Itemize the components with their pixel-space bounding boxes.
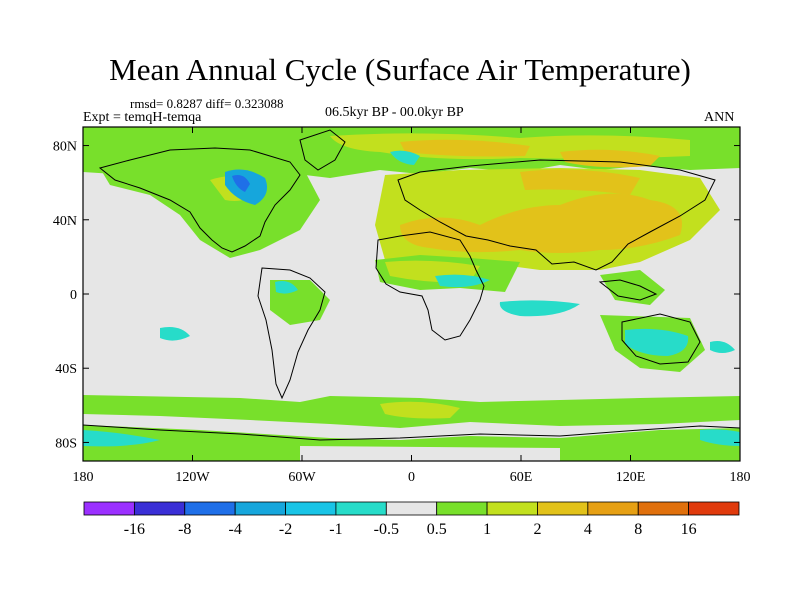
colorbar-box	[637, 501, 690, 516]
coastlines	[83, 129, 740, 441]
colorbar-box	[184, 501, 236, 516]
colorbar-label: -2	[279, 521, 292, 538]
colorbar: -16 -8 -4 -2 -1 -0.5 0.5 1 2 4 8 16	[83, 501, 740, 538]
colorbar-label: 8	[634, 521, 642, 538]
y-tick-label: 40S	[55, 362, 77, 377]
colorbar-box	[285, 501, 337, 516]
colorbar-label: -0.5	[374, 521, 399, 538]
y-tick-label: 80S	[55, 436, 77, 451]
anomaly-fields	[83, 127, 740, 461]
x-tick-label: 120W	[175, 470, 210, 485]
colorbar-box	[385, 501, 438, 516]
colorbar-label: -16	[124, 521, 145, 538]
colorbar-box	[436, 501, 488, 516]
colorbar-label: 1	[483, 521, 491, 538]
colorbar-box	[587, 501, 639, 516]
y-tick-label: 0	[70, 288, 77, 303]
colorbar-label: 0.5	[427, 521, 447, 538]
x-tick-label: 180	[730, 470, 751, 485]
colorbar-box	[83, 501, 135, 516]
colorbar-label: -1	[329, 521, 342, 538]
experiment-label: Expt = temqH-temqa	[83, 110, 202, 125]
y-tick-label: 40N	[53, 214, 77, 229]
colorbar-box	[133, 501, 186, 516]
season-label: ANN	[704, 110, 735, 125]
x-tick-label: 120E	[616, 470, 646, 485]
x-tick-label: 60W	[288, 470, 316, 485]
axis-ticks: 180 120W 60W 0 60E 120E 180 80N 40N 0 40S 80S	[53, 127, 751, 485]
colorbar-box	[688, 501, 740, 516]
stats-label: rmsd= 0.8287 diff= 0.323088	[130, 96, 284, 111]
x-tick-label: 60E	[510, 470, 533, 485]
colorbar-label: -8	[178, 521, 191, 538]
colorbar-label: 2	[533, 521, 541, 538]
x-tick-label: 0	[408, 470, 415, 485]
plot-title: Mean Annual Cycle (Surface Air Temperatu…	[109, 52, 691, 87]
colorbar-box	[486, 501, 538, 516]
y-tick-label: 80N	[53, 140, 77, 155]
colorbar-label: 16	[681, 521, 697, 538]
colorbar-box	[335, 501, 387, 516]
colorbar-label: -4	[228, 521, 241, 538]
colorbar-label: 4	[584, 521, 592, 538]
x-tick-label: 180	[73, 470, 94, 485]
colorbar-box	[537, 501, 589, 516]
colorbar-box	[234, 501, 286, 516]
period-label: 06.5kyr BP - 00.0kyr BP	[325, 105, 464, 120]
